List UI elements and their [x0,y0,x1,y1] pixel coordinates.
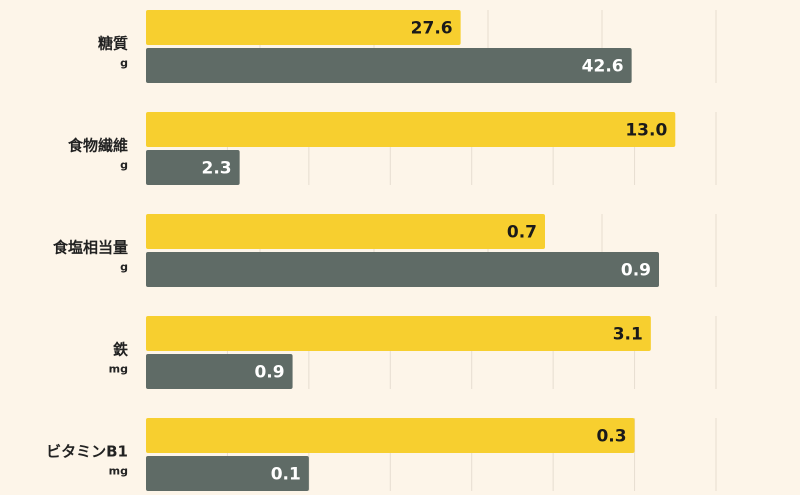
unit-label: mg [109,465,128,478]
bar-series-a [146,112,676,147]
data-label: 3.1 [613,325,643,345]
bar-series-b [146,150,240,185]
category-label: 食塩相当量 [53,239,128,257]
data-label: 0.7 [507,223,537,243]
unit-label: mg [109,363,128,376]
data-label: 0.3 [596,427,626,447]
category-label: 食物繊維 [68,137,128,155]
data-label: 2.3 [202,159,232,179]
bar-series-b [146,354,293,389]
category-label: 糖質 [98,35,128,53]
bar-series-a [146,418,635,453]
data-label: 13.0 [625,121,667,141]
category-label: ビタミンB1 [46,443,128,461]
bar-series-a [146,214,545,249]
category-label: 鉄 [113,341,128,359]
data-label: 0.1 [271,465,301,485]
bar-series-b [146,48,632,83]
data-label: 0.9 [254,363,284,383]
bar-series-a [146,316,651,351]
unit-label: g [120,159,128,172]
data-label: 0.9 [621,261,651,281]
bar-series-a [146,10,461,45]
data-label: 27.6 [411,19,453,39]
bar-series-b [146,252,659,287]
bar-series-b [146,456,309,491]
data-label: 42.6 [582,57,624,77]
unit-label: g [120,261,128,274]
unit-label: g [120,57,128,70]
